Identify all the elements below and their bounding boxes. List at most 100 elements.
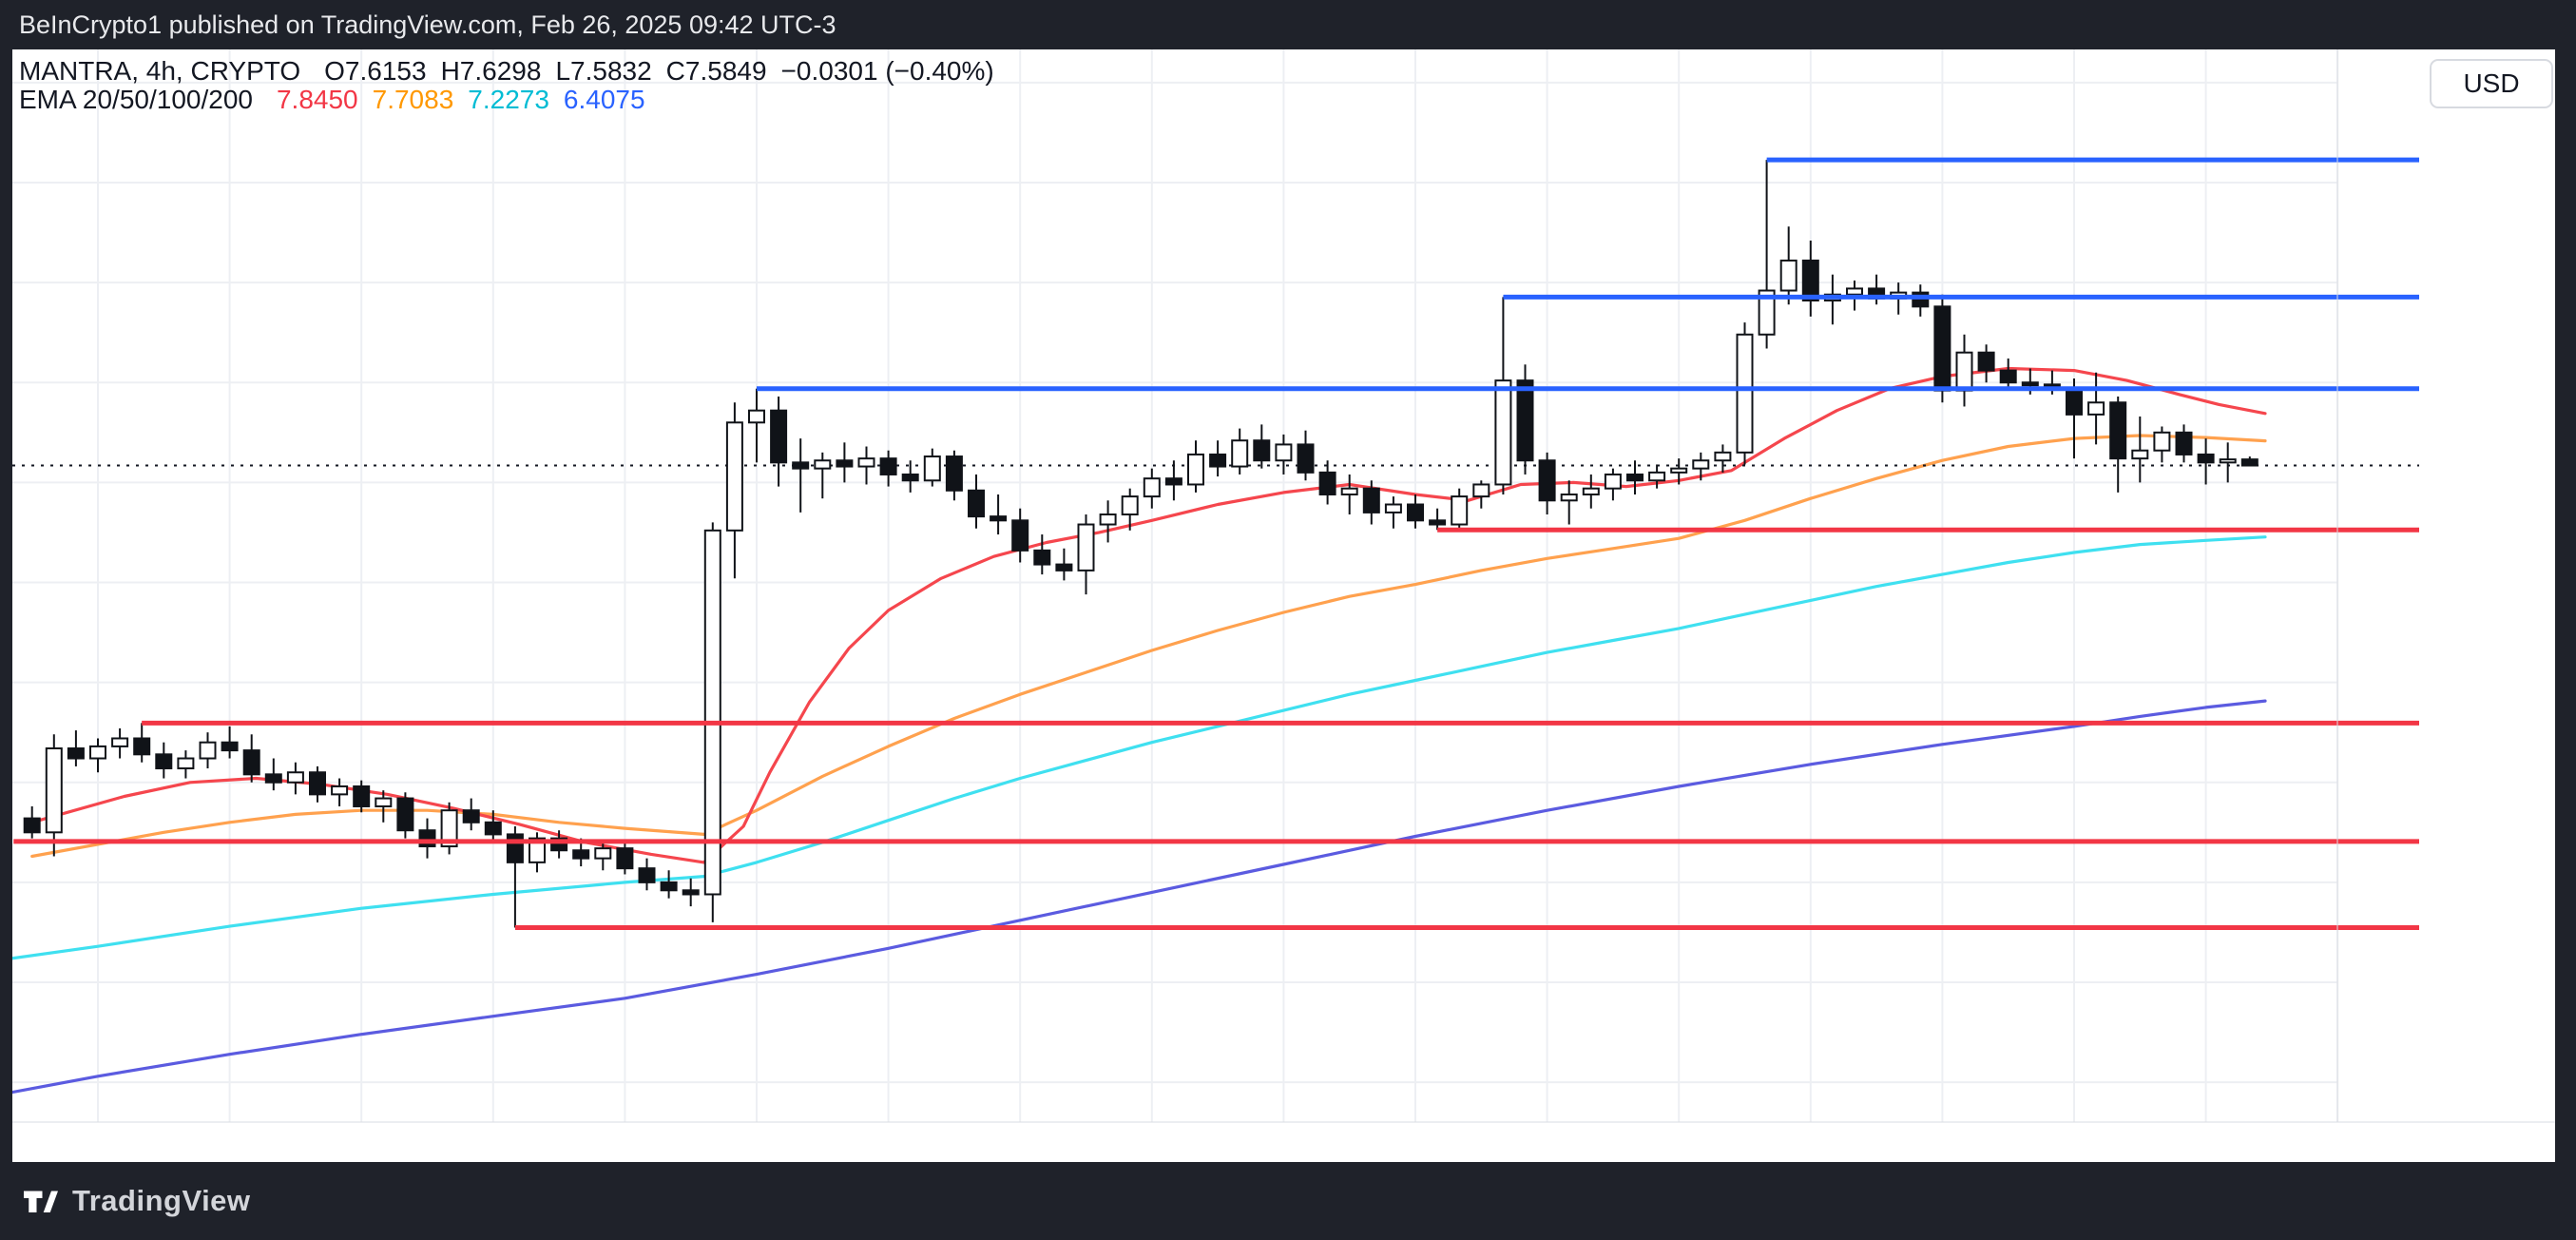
candle (462, 798, 480, 831)
candle (857, 446, 875, 485)
ema50-value: 7.7083 (372, 85, 454, 114)
candle (375, 790, 393, 823)
candle (2153, 426, 2171, 463)
publisher-bar: BeInCrypto1 published on TradingView.com… (0, 0, 2576, 49)
candle (1648, 464, 1666, 489)
candle (2240, 456, 2259, 467)
candle (1472, 480, 1490, 509)
candle (155, 742, 173, 779)
chart-area[interactable]: MANTRA, 4h, CRYPTO O7.6153 H7.6298 L7.58… (12, 49, 2555, 1162)
candle (1187, 440, 1204, 493)
candle (1758, 160, 1776, 349)
ema-lines[interactable] (12, 366, 2267, 1095)
candle (1253, 424, 1271, 469)
ohlc-low: L7.5832 (555, 56, 652, 86)
candle (1999, 358, 2017, 389)
symbol-legend-row[interactable]: MANTRA, 4h, CRYPTO O7.6153 H7.6298 L7.58… (19, 57, 994, 86)
candle (242, 734, 260, 783)
candle (1604, 468, 1622, 501)
candle (968, 474, 985, 529)
ema200-value: 6.4075 (563, 85, 645, 114)
candle (990, 494, 1008, 535)
candle (1340, 474, 1358, 515)
candle (901, 460, 919, 493)
candle (1077, 514, 1095, 595)
footer-bar: TradingView (0, 1162, 2576, 1240)
candle (1275, 434, 1293, 475)
candle (792, 438, 810, 513)
ema20-line[interactable] (30, 366, 2267, 864)
candle (2087, 372, 2105, 445)
publisher-text: BeInCrypto1 published on TradingView.com… (19, 10, 836, 39)
candle (1779, 226, 1797, 305)
ohlc-open: O7.6153 (324, 56, 427, 86)
candle (133, 723, 151, 763)
tradingview-brand-text[interactable]: TradingView (72, 1184, 251, 1217)
candle (2109, 396, 2127, 493)
level-lines[interactable] (13, 157, 2419, 931)
candle (814, 452, 832, 499)
candle (682, 878, 700, 907)
candle (1011, 508, 1029, 563)
candle (418, 818, 436, 859)
ema200-line[interactable] (12, 699, 2267, 1095)
candle (396, 792, 414, 839)
candle (836, 442, 854, 483)
candle (353, 780, 371, 813)
candle (484, 810, 502, 843)
candle (1209, 440, 1227, 477)
ema-legend-row[interactable]: EMA 20/50/100/200 7.8450 7.7083 7.2273 6… (19, 86, 994, 114)
candle (1560, 480, 1578, 525)
candle (1231, 428, 1249, 475)
ema-title[interactable]: EMA 20/50/100/200 (19, 85, 253, 114)
candle (2175, 424, 2193, 463)
candle (594, 842, 612, 871)
candle (1143, 468, 1161, 509)
price-chart[interactable] (12, 49, 2555, 1162)
ema100-value: 7.2273 (468, 85, 549, 114)
ema100-line[interactable] (12, 535, 2267, 960)
candle (1451, 488, 1469, 531)
candle (1933, 294, 1951, 403)
candle (1626, 460, 1644, 494)
candle (1670, 458, 1688, 485)
candle (1977, 344, 1995, 383)
candle (1538, 452, 1556, 515)
candle (331, 778, 349, 806)
candle (309, 765, 326, 803)
currency-toggle-button[interactable]: USD (2430, 59, 2553, 108)
symbol-title[interactable]: MANTRA, 4h, CRYPTO (19, 56, 301, 86)
candle (748, 388, 765, 463)
candle (1164, 460, 1182, 501)
ohlc-close: C7.5849 (665, 56, 767, 86)
candle (1297, 430, 1315, 481)
candle (199, 732, 217, 769)
candle (221, 726, 239, 759)
candle (1516, 364, 1534, 475)
candle (89, 738, 106, 773)
candle (2197, 438, 2215, 485)
candle (1318, 460, 1336, 505)
candle (923, 448, 941, 487)
candle (725, 402, 743, 579)
candle (67, 730, 85, 766)
ohlc-high: H7.6298 (440, 56, 542, 86)
candle (440, 802, 458, 855)
candles (23, 160, 2259, 928)
candle (1955, 334, 1973, 407)
chart-legend: MANTRA, 4h, CRYPTO O7.6153 H7.6298 L7.58… (19, 57, 994, 114)
tradingview-logo-icon[interactable] (21, 1181, 61, 1221)
candle (529, 832, 546, 873)
candle (1429, 508, 1447, 531)
candle (1692, 452, 1710, 481)
candle (1582, 474, 1600, 509)
candle (2131, 416, 2149, 483)
candle (1714, 444, 1732, 473)
change-value: −0.0301 (−0.40%) (780, 56, 994, 86)
candle (2219, 442, 2237, 483)
candle (616, 842, 634, 875)
candle (111, 727, 129, 759)
candle (879, 450, 897, 487)
candle (660, 870, 678, 899)
currency-label: USD (2463, 68, 2520, 98)
